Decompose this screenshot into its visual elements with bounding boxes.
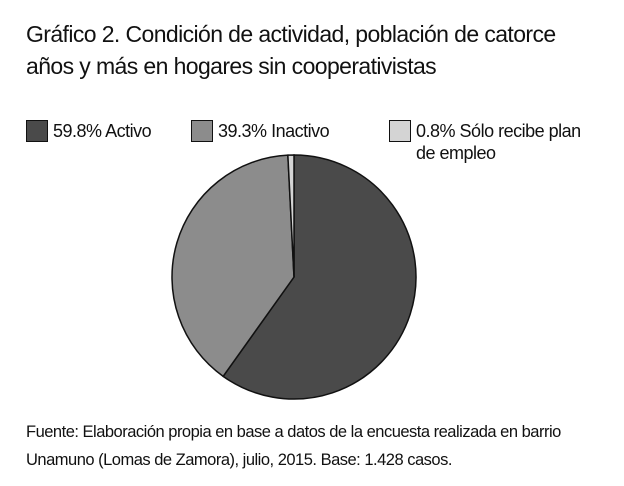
legend-item: 59.8% Activo [26, 120, 191, 164]
pie-slice [222, 154, 417, 400]
legend-item: 39.3% Inactivo [191, 120, 389, 164]
legend-label: 59.8% Activo [53, 120, 152, 142]
legend: 59.8% Activo 39.3% Inactivo 0.8% Sólo reci… [26, 120, 606, 164]
legend-value: 39.3% [218, 121, 267, 141]
legend-swatch [389, 120, 411, 142]
legend-swatch [191, 120, 213, 142]
chart-title: Gráfico 2. Condición de actividad, pobla… [26, 21, 556, 79]
legend-swatch [26, 120, 48, 142]
pie-slice [171, 154, 295, 378]
legend-label: 39.3% Inactivo [218, 120, 330, 142]
legend-value: 0.8% [416, 121, 456, 141]
pie-slice [287, 154, 295, 278]
legend-label: 0.8% Sólo recibe plan de empleo [416, 120, 589, 164]
legend-value: 59.8% [53, 121, 102, 141]
legend-name: Sólo recibe plan de empleo [416, 121, 581, 163]
legend-name: Inactivo [271, 121, 330, 141]
source-note: Fuente: Elaboración propia en base a dat… [26, 423, 561, 469]
legend-name: Activo [105, 121, 152, 141]
legend-item: 0.8% Sólo recibe plan de empleo [389, 120, 589, 164]
